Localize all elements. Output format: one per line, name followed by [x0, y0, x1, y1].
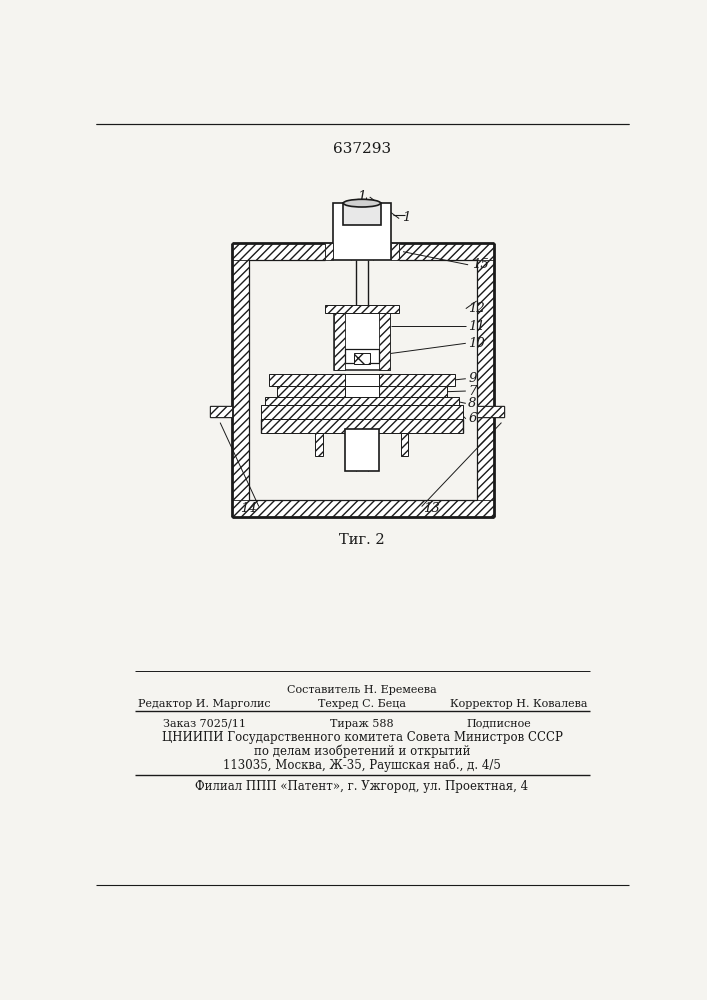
- Polygon shape: [477, 243, 493, 517]
- Polygon shape: [265, 397, 459, 405]
- Polygon shape: [334, 309, 345, 370]
- Text: по делам изобретений и открытий: по делам изобретений и открытий: [254, 745, 470, 758]
- Bar: [477, 406, 504, 417]
- Polygon shape: [399, 243, 493, 260]
- Polygon shape: [325, 305, 399, 312]
- Text: Редактор И. Марголис: Редактор И. Марголис: [139, 699, 271, 709]
- Polygon shape: [379, 309, 390, 370]
- Text: Корректор Н. Ковалева: Корректор Н. Ковалева: [450, 699, 588, 709]
- Text: Филиал ППП «Патент», г. Ужгород, ул. Проектная, 4: Филиал ППП «Патент», г. Ужгород, ул. Про…: [195, 780, 529, 793]
- Polygon shape: [269, 374, 455, 386]
- Text: 113035, Москва, Ж-35, Раушская наб., д. 4/5: 113035, Москва, Ж-35, Раушская наб., д. …: [223, 759, 501, 772]
- Polygon shape: [232, 500, 493, 517]
- Bar: [210, 406, 232, 417]
- Bar: [344, 203, 380, 225]
- Bar: [345, 429, 379, 471]
- Polygon shape: [401, 433, 409, 456]
- Text: 1: 1: [402, 211, 411, 224]
- Bar: [332, 203, 392, 260]
- Text: Техред С. Беца: Техред С. Беца: [318, 699, 406, 709]
- Polygon shape: [276, 386, 448, 397]
- Text: 12: 12: [468, 302, 485, 315]
- Text: Τиг. 2: Τиг. 2: [339, 533, 385, 547]
- Text: 9: 9: [468, 372, 477, 385]
- Text: 6: 6: [468, 412, 477, 425]
- Bar: [345, 374, 379, 386]
- Text: Заказ 7025/11: Заказ 7025/11: [163, 719, 246, 729]
- Text: Составитель Н. Еремеева: Составитель Н. Еремеева: [287, 685, 437, 695]
- Text: ЦНИИПИ Государственного комитета Совета Министров СССР: ЦНИИПИ Государственного комитета Совета …: [161, 731, 562, 744]
- Text: 14: 14: [240, 502, 257, 515]
- Text: 8: 8: [468, 397, 477, 410]
- Text: 13: 13: [423, 502, 440, 515]
- Polygon shape: [232, 243, 325, 260]
- Bar: [334, 309, 390, 370]
- Text: 15: 15: [472, 258, 489, 271]
- Polygon shape: [232, 243, 249, 517]
- Text: 10: 10: [468, 337, 485, 350]
- Polygon shape: [315, 433, 323, 456]
- Text: Подписное: Подписное: [467, 719, 532, 729]
- Text: 11: 11: [468, 320, 485, 333]
- Polygon shape: [392, 243, 399, 260]
- Text: 1: 1: [358, 190, 366, 204]
- Text: 7: 7: [468, 385, 477, 398]
- Polygon shape: [325, 243, 332, 260]
- Text: Тираж 588: Тираж 588: [330, 719, 394, 729]
- Bar: [354, 353, 370, 364]
- Polygon shape: [477, 406, 504, 417]
- Polygon shape: [261, 419, 462, 433]
- Text: 637293: 637293: [333, 142, 391, 156]
- Polygon shape: [261, 405, 462, 419]
- Bar: [345, 386, 379, 397]
- Ellipse shape: [344, 199, 380, 207]
- Bar: [345, 349, 379, 363]
- Polygon shape: [210, 406, 232, 417]
